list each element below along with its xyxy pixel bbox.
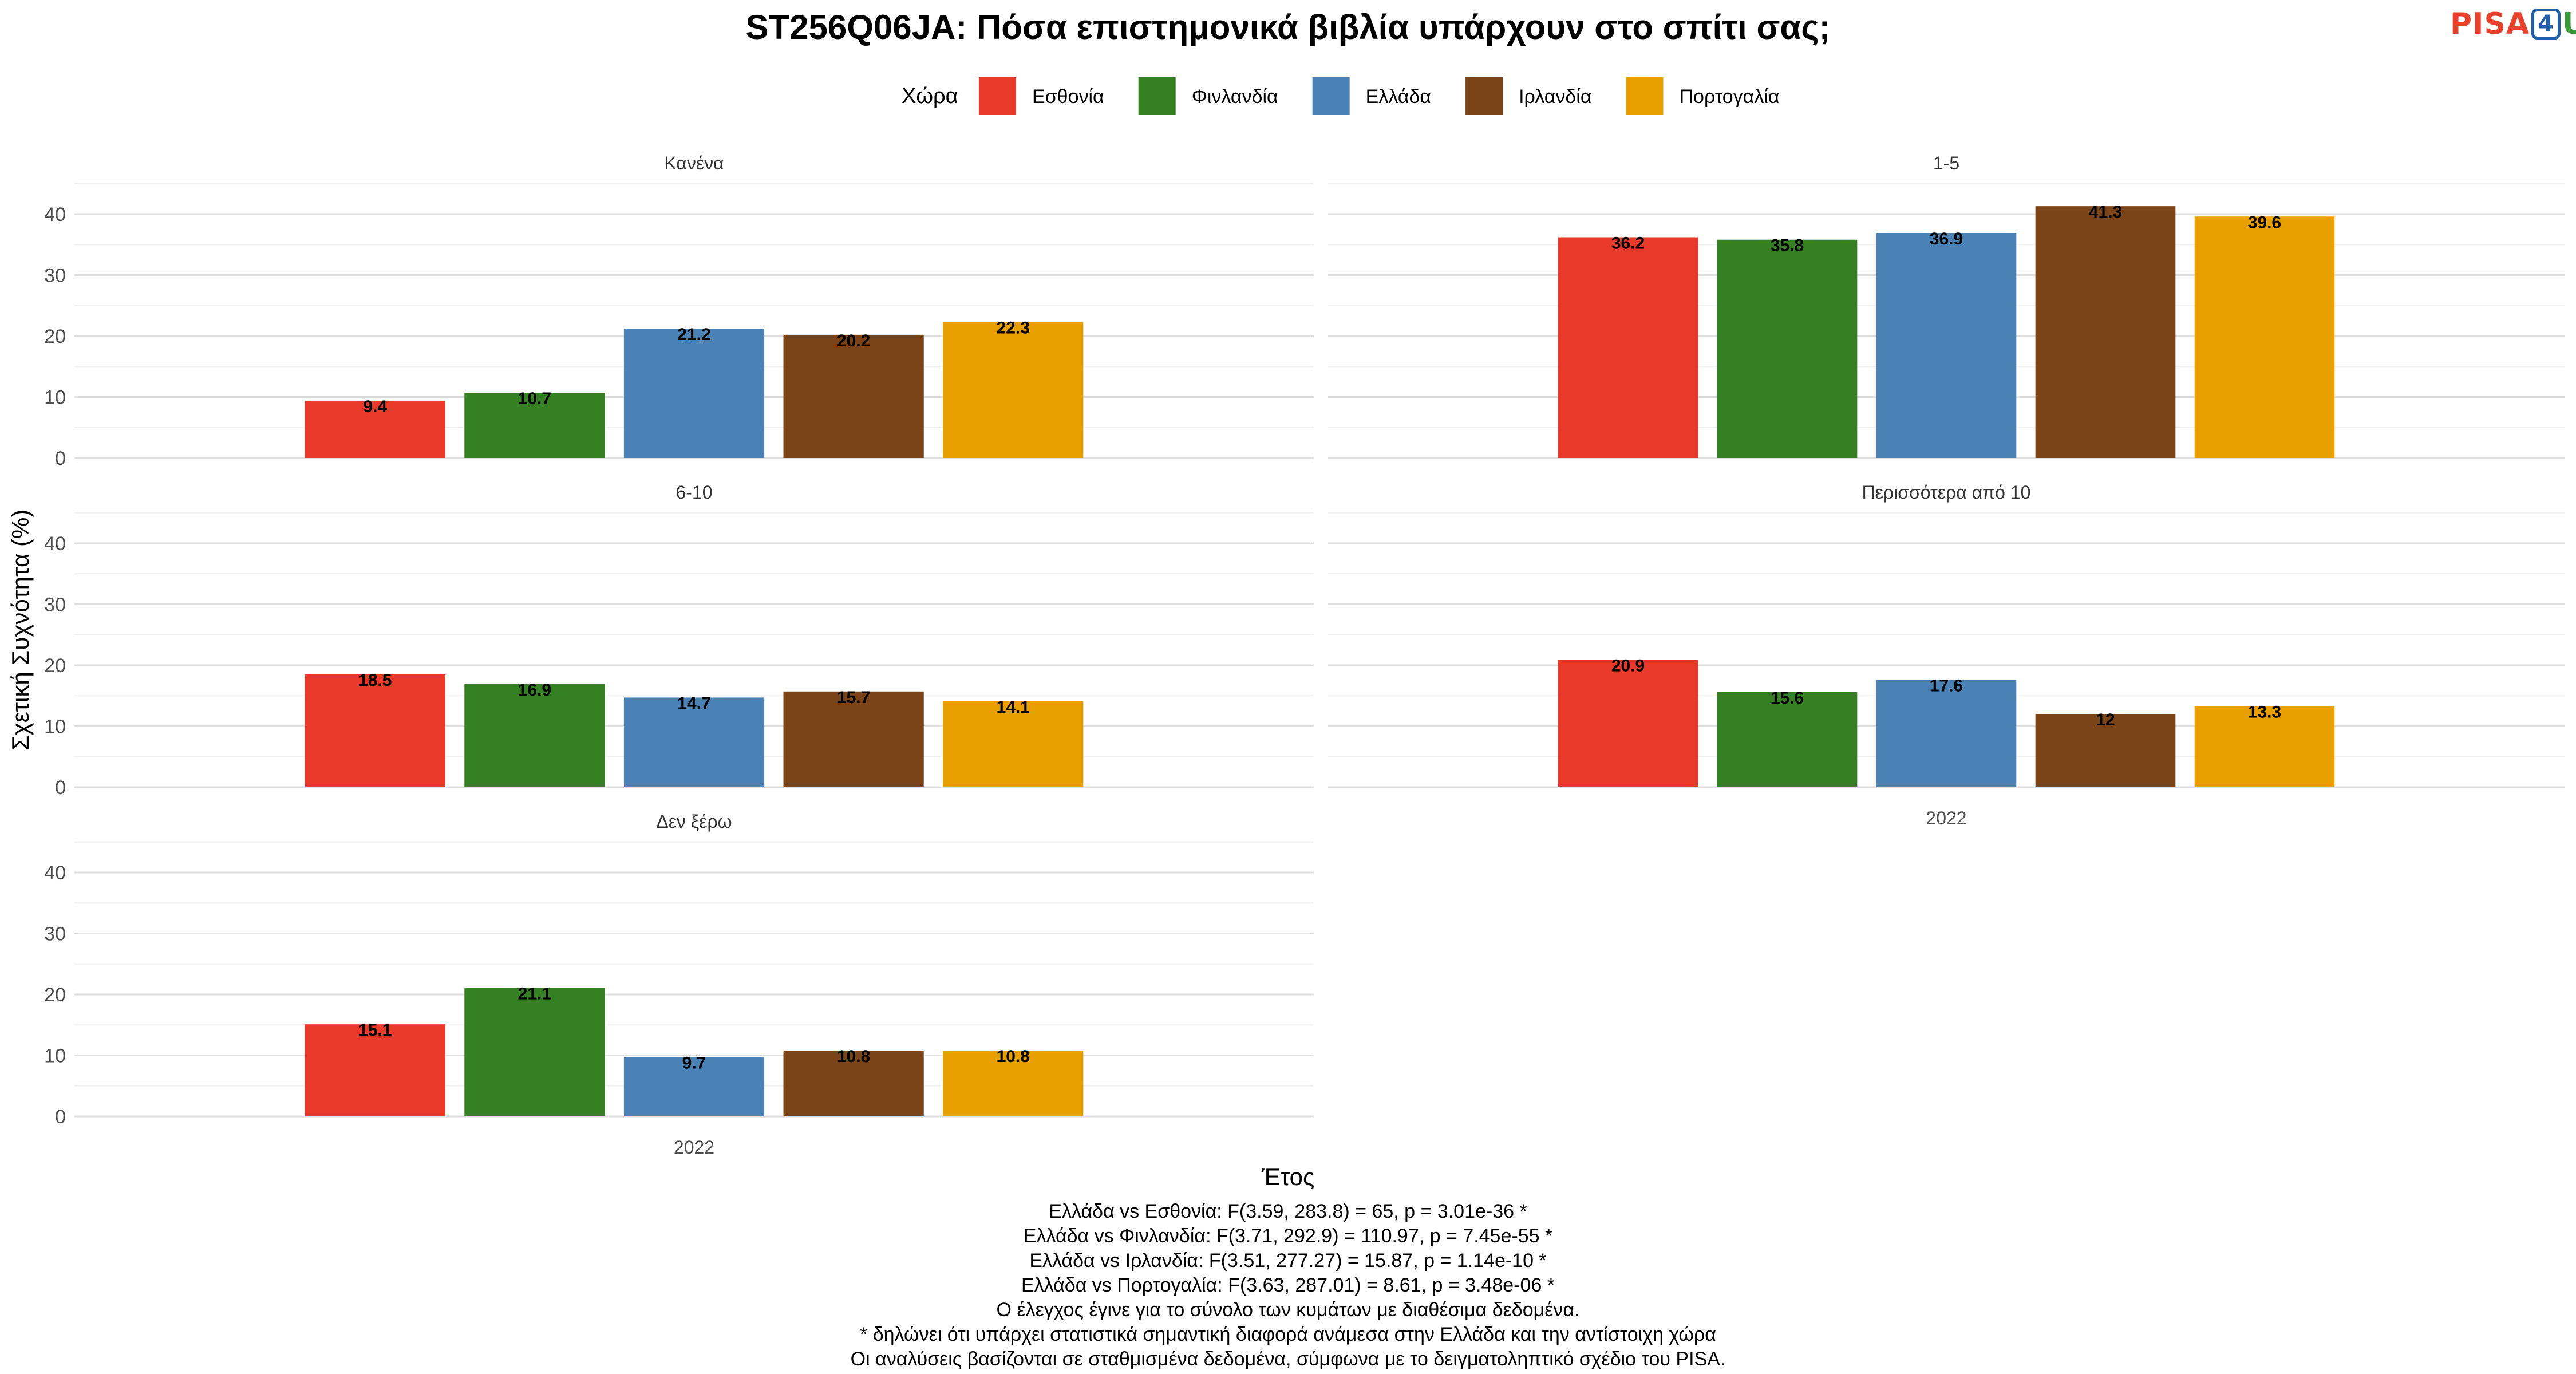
bar	[783, 334, 924, 458]
legend-swatch	[979, 77, 1016, 114]
legend-label: Φινλανδία	[1192, 86, 1278, 108]
bar	[783, 691, 924, 787]
bar	[305, 400, 445, 458]
panel-title: Κανένα	[664, 153, 724, 173]
panel-title: Περισσότερα από 10	[1862, 482, 2031, 503]
legend-swatch	[1465, 77, 1503, 114]
bar	[623, 329, 765, 458]
data-label: 15.1	[358, 1021, 392, 1040]
data-label: 14.1	[997, 698, 1030, 717]
y-tick-label: 0	[55, 777, 66, 799]
bar	[464, 684, 605, 787]
bar	[943, 1050, 1084, 1116]
legend-label: Ιρλανδία	[1519, 86, 1591, 108]
footnote-line: Οι αναλύσεις βασίζονται σε σταθμισμένα δ…	[850, 1348, 1726, 1370]
x-tick-label: 2022	[1926, 808, 1966, 828]
y-tick-label: 30	[44, 594, 66, 616]
data-label: 13.3	[2248, 702, 2281, 721]
legend-swatch	[1312, 77, 1350, 114]
data-label: 21.2	[677, 325, 710, 344]
bar	[2194, 216, 2335, 458]
data-label: 16.9	[518, 681, 551, 700]
bar	[2194, 706, 2335, 787]
bar	[305, 674, 445, 787]
data-label: 15.6	[1771, 689, 1804, 708]
data-label: 15.7	[837, 688, 870, 707]
bar	[1558, 660, 1698, 787]
y-tick-label: 30	[44, 265, 66, 287]
bar	[783, 1050, 924, 1116]
logo-text-pisa: PISA	[2450, 7, 2530, 41]
chart-title: ST256Q06JA: Πόσα επιστημονικά βιβλία υπά…	[745, 8, 1830, 46]
bar	[1717, 239, 1858, 458]
data-label: 36.9	[1930, 230, 1963, 248]
bar	[623, 697, 765, 787]
data-label: 41.3	[2089, 203, 2122, 222]
data-label: 17.6	[1930, 677, 1963, 696]
bar	[464, 988, 605, 1116]
legend-title: Χώρα	[902, 84, 958, 108]
logo-text-u: U	[2562, 7, 2576, 41]
data-label: 12	[2096, 710, 2115, 729]
footnote-line: Ελλάδα vs Πορτογαλία: F(3.63, 287.01) = …	[1021, 1274, 1555, 1296]
data-label: 9.4	[363, 397, 387, 416]
bar	[305, 1024, 445, 1116]
panel-title: 1-5	[1933, 153, 1959, 173]
x-tick-label: 2022	[674, 1137, 714, 1158]
footnote-line: * δηλώνει ότι υπάρχει στατιστικά σημαντι…	[860, 1324, 1716, 1345]
x-axis-title: Έτος	[1261, 1163, 1315, 1190]
bar	[1717, 692, 1858, 787]
data-label: 35.8	[1771, 236, 1804, 255]
bar	[1558, 237, 1698, 458]
y-tick-label: 40	[44, 533, 66, 555]
pisa4u-logo: PISA 4 U	[2450, 7, 2576, 41]
legend-swatch	[1138, 77, 1176, 114]
bar	[1876, 233, 2017, 458]
y-tick-label: 10	[44, 716, 66, 738]
y-tick-label: 0	[55, 448, 66, 469]
footnotes: Ελλάδα vs Εσθονία: F(3.59, 283.8) = 65, …	[0, 1199, 2576, 1372]
panel-title: 6-10	[675, 482, 712, 503]
y-tick-label: 10	[44, 387, 66, 409]
legend-label: Ελλάδα	[1366, 86, 1431, 108]
y-tick-label: 0	[55, 1106, 66, 1128]
bar	[1876, 680, 2017, 787]
data-label: 21.1	[518, 984, 551, 1003]
data-label: 10.8	[997, 1047, 1030, 1066]
data-label: 22.3	[997, 319, 1030, 338]
data-label: 20.9	[1611, 656, 1645, 675]
y-tick-label: 20	[44, 655, 66, 677]
bar	[464, 393, 605, 458]
legend-swatch	[1626, 77, 1664, 114]
data-label: 39.6	[2248, 213, 2281, 232]
data-label: 10.8	[837, 1047, 870, 1066]
y-tick-label: 30	[44, 923, 66, 945]
footnote-line: Ο έλεγχος έγινε για το σύνολο των κυμάτω…	[996, 1299, 1580, 1321]
bar	[623, 1057, 765, 1116]
footnote-line: Ελλάδα vs Ιρλανδία: F(3.51, 277.27) = 15…	[1029, 1250, 1547, 1272]
bar	[2035, 206, 2176, 458]
bar	[943, 701, 1084, 787]
footnote-line: Ελλάδα vs Φινλανδία: F(3.71, 292.9) = 11…	[1023, 1225, 1553, 1247]
panel-title: Δεν ξέρω	[656, 811, 732, 832]
bar	[943, 322, 1084, 458]
legend-label: Πορτογαλία	[1680, 86, 1780, 108]
data-label: 14.7	[677, 694, 710, 713]
y-tick-label: 20	[44, 984, 66, 1006]
data-label: 20.2	[837, 331, 870, 350]
y-tick-label: 40	[44, 204, 66, 226]
data-label: 9.7	[682, 1054, 706, 1073]
legend-label: Εσθονία	[1032, 86, 1104, 108]
y-tick-label: 40	[44, 862, 66, 884]
data-label: 10.7	[518, 389, 551, 408]
data-label: 18.5	[358, 671, 392, 690]
y-axis-title: Σχετική Συχνότητα (%)	[7, 510, 34, 751]
y-tick-label: 10	[44, 1045, 66, 1067]
logo-text-4: 4	[2531, 9, 2561, 40]
bar	[2035, 714, 2176, 787]
data-label: 36.2	[1611, 234, 1645, 252]
y-tick-label: 20	[44, 326, 66, 348]
footnote-line: Ελλάδα vs Εσθονία: F(3.59, 283.8) = 65, …	[1049, 1201, 1527, 1222]
